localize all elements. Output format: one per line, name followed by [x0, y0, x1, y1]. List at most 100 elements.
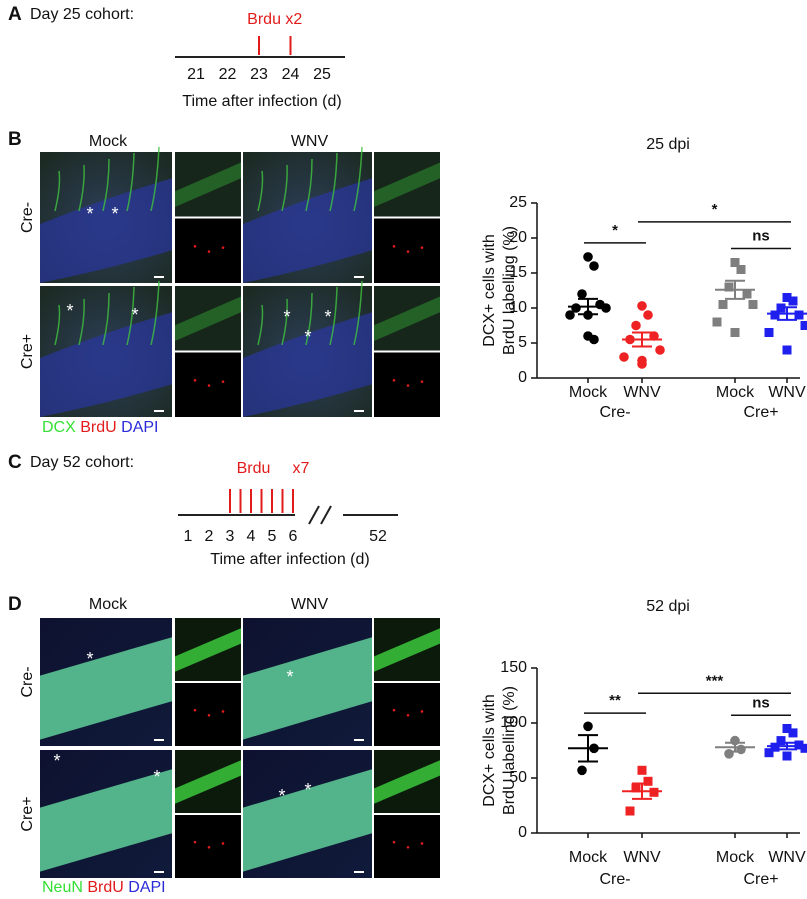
error-bar — [632, 782, 652, 800]
data-point — [788, 728, 798, 738]
neurite — [150, 146, 160, 212]
panel-letter: D — [8, 594, 22, 615]
data-point — [782, 724, 792, 733]
axis-break — [308, 505, 320, 525]
cell-layer — [40, 178, 172, 283]
group-label: Cre- — [599, 871, 630, 888]
day-label: 21 — [187, 66, 205, 83]
data-point — [601, 303, 611, 313]
brdu-dot — [406, 250, 410, 253]
inset — [374, 152, 440, 217]
data-point — [577, 765, 587, 776]
chart-title: 52 dpi — [646, 598, 690, 615]
column-label: Mock — [89, 596, 128, 613]
brdu-dot — [392, 708, 396, 712]
data-point — [583, 252, 593, 262]
y-tick-label: 25 — [509, 194, 527, 211]
brdu-label: x7 — [293, 460, 310, 477]
inset-signal — [175, 628, 241, 672]
neurite — [257, 170, 264, 212]
y-tick-label: 10 — [509, 299, 527, 316]
neurite — [102, 292, 110, 346]
cell-marker: * — [153, 767, 160, 787]
data-point — [577, 289, 587, 299]
day-label: 3 — [226, 528, 235, 545]
error-bar — [578, 297, 598, 316]
neurite — [329, 286, 338, 346]
data-point — [649, 331, 659, 341]
data-point — [782, 293, 792, 302]
day-label: 25 — [313, 66, 331, 83]
data-point — [736, 265, 746, 274]
day-label: 23 — [250, 66, 268, 83]
x-tick-label: Mock — [716, 849, 755, 866]
neurite — [329, 152, 338, 212]
cell-marker: * — [86, 649, 93, 669]
inset-signal — [175, 296, 241, 342]
inset — [374, 286, 440, 351]
row-label: Cre+ — [19, 334, 36, 369]
brdu-dot — [420, 246, 424, 249]
brdu-dot — [406, 713, 410, 717]
stain-name: DCX — [42, 419, 76, 436]
row-label: Cre+ — [19, 796, 36, 831]
y-tick-label: 50 — [509, 769, 527, 786]
data-point — [788, 296, 798, 306]
neurite — [353, 280, 363, 346]
data-point — [637, 359, 647, 369]
data-point — [742, 289, 752, 299]
brdu-dot — [207, 713, 211, 717]
error-bar — [578, 734, 598, 763]
data-point — [649, 787, 659, 797]
stain-name: DAPI — [121, 419, 158, 436]
timeline-title: Day 25 cohort: — [30, 6, 134, 23]
data-point — [631, 320, 641, 331]
day-label: 1 — [184, 528, 193, 545]
neurite — [353, 146, 363, 212]
data-point — [631, 783, 641, 793]
x-tick-label: WNV — [623, 849, 661, 866]
brdu-dot — [193, 840, 197, 844]
data-point — [643, 776, 653, 786]
neurite — [305, 158, 313, 212]
row-label: Cre- — [19, 666, 36, 697]
neurite — [257, 304, 264, 346]
group-label: Cre+ — [743, 404, 778, 421]
group-label: Cre+ — [743, 871, 778, 888]
cell-marker: * — [304, 327, 311, 347]
stain-name: BrdU — [87, 879, 123, 896]
cell-marker: * — [304, 780, 311, 800]
data-point — [764, 328, 774, 337]
data-point — [718, 300, 728, 309]
brdu-dot — [221, 380, 225, 383]
data-point — [748, 300, 758, 309]
data-point — [589, 261, 599, 271]
y-axis-label-line: DCX+ cells with — [481, 234, 498, 346]
cell-marker: * — [53, 751, 60, 771]
error-bar — [632, 331, 652, 348]
brdu-label: Brdu x2 — [247, 11, 302, 28]
brdu-dot — [406, 845, 410, 849]
panel-letter: C — [8, 452, 22, 473]
inset-signal — [175, 162, 241, 208]
column-label: WNV — [291, 133, 329, 150]
neurite — [281, 164, 288, 212]
error-bar — [725, 279, 745, 300]
inset — [175, 152, 241, 217]
inset — [175, 286, 241, 351]
y-tick-label: 5 — [518, 334, 527, 351]
data-point — [794, 740, 804, 750]
data-point — [794, 310, 804, 320]
data-point — [589, 334, 599, 345]
data-point — [776, 736, 786, 746]
inset-signal — [374, 760, 440, 804]
cell-marker: * — [0, 0, 4, 9]
brdu-dot — [221, 246, 225, 249]
neurite — [126, 152, 135, 212]
data-point — [770, 310, 780, 320]
cell-layer — [40, 312, 172, 417]
data-point — [782, 751, 792, 761]
brdu-dot — [207, 250, 211, 253]
